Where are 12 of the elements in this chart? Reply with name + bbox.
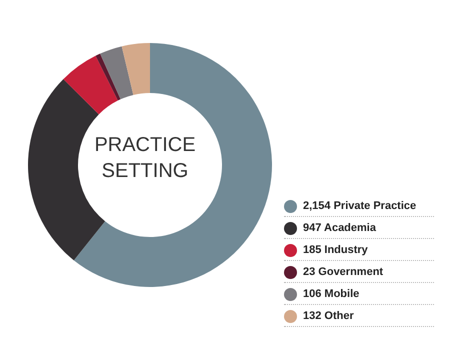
donut-slice (74, 43, 272, 287)
legend-label: 23 Government (303, 266, 384, 278)
donut-slice (122, 43, 150, 95)
donut-slice (100, 46, 134, 100)
legend-label: 947 Academia (303, 222, 376, 234)
donut-slice (96, 54, 121, 101)
legend-label: 185 Industry (303, 244, 368, 256)
text: PRACTICE SETTING (93, 133, 197, 184)
legend-label: 132 Other (303, 310, 354, 322)
donut-slice (63, 56, 118, 114)
legend-label: 2,154 Private Practice (303, 200, 416, 212)
legend-label: 106 Mobile (303, 288, 360, 300)
